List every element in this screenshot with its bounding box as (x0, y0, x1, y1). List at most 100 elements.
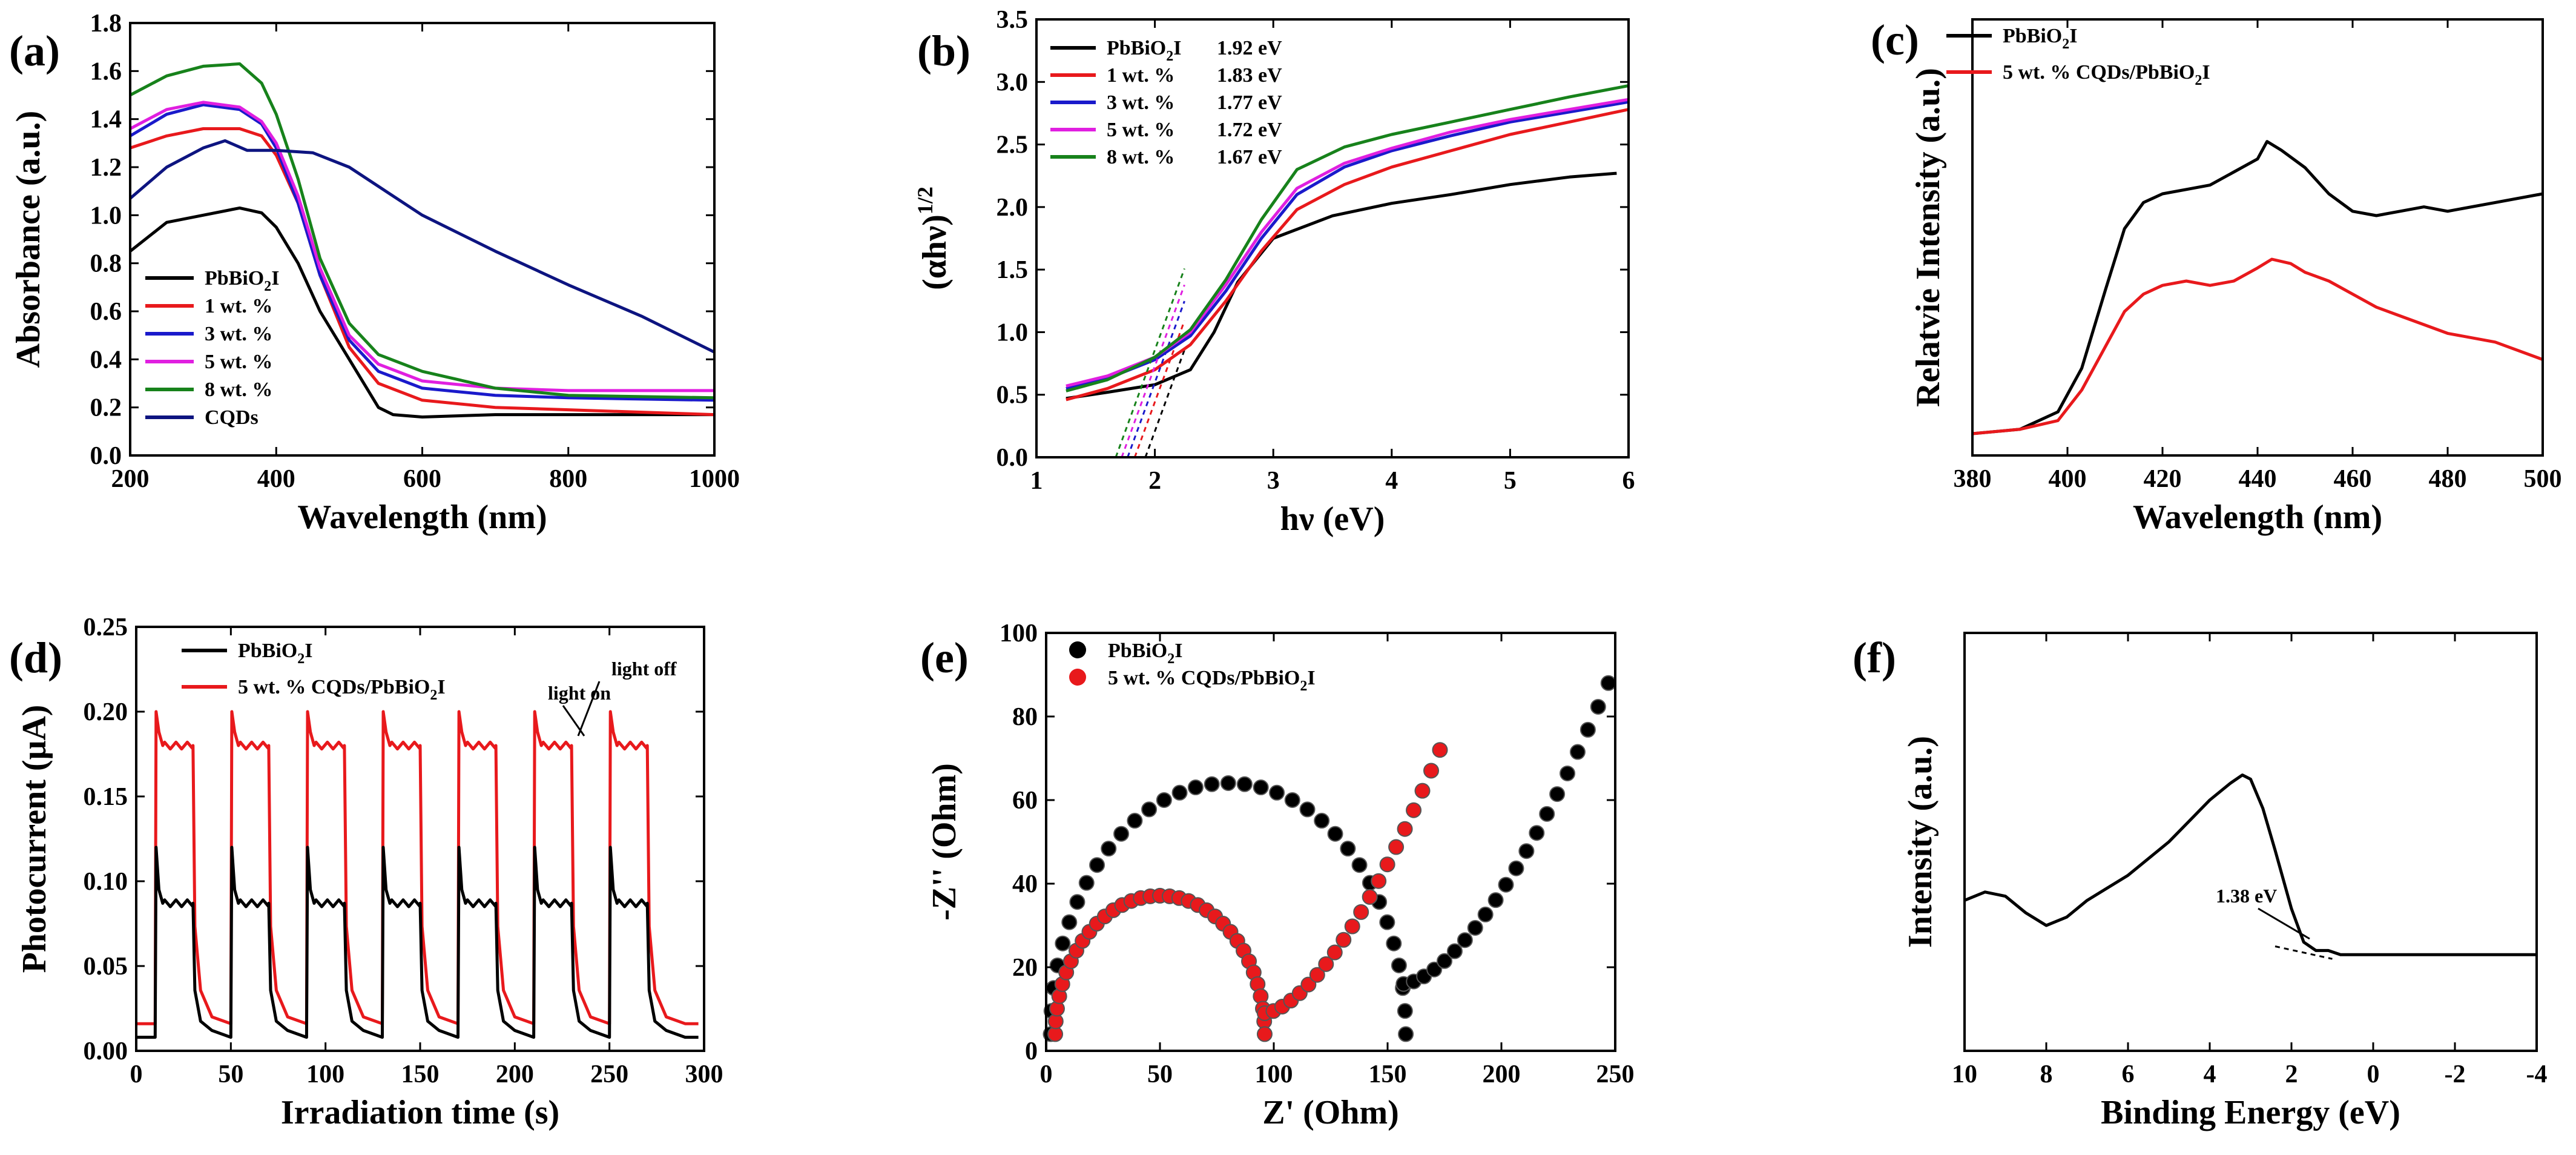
data-point (1327, 826, 1343, 842)
data-point (1300, 976, 1317, 993)
series-line (136, 710, 699, 1025)
x-tick-label: 3 (1267, 467, 1280, 495)
legend-label: PbBiO2I (238, 640, 312, 667)
x-tick-label: 200 (1483, 1061, 1521, 1088)
y-tick-label: 0.5 (996, 382, 1029, 409)
x-tick-label: 50 (1147, 1061, 1173, 1088)
x-tick-label: 420 (2144, 465, 2182, 493)
x-tick-label: 150 (401, 1061, 440, 1088)
data-point (1446, 943, 1463, 959)
y-tick-label: 2.0 (996, 194, 1029, 222)
data-point (1344, 918, 1360, 935)
legend-label: CQDs (205, 406, 259, 429)
legend-label: 5 wt. % CQDs/PbBiO2I (1108, 667, 1316, 694)
series-line (1066, 98, 1629, 388)
data-point (1284, 792, 1300, 808)
data-point (1351, 857, 1368, 873)
legend-label: 8 wt. % (1107, 146, 1174, 168)
x-tick-label: 2 (1148, 467, 1161, 495)
x-tick-label: 6 (1622, 467, 1635, 495)
data-point (1397, 1003, 1413, 1019)
x-axis-label: hν (eV) (1280, 500, 1385, 538)
x-tick-label: 5 (1504, 467, 1517, 495)
legend-label: PbBiO2I (205, 267, 279, 294)
x-tick-label: 50 (218, 1061, 243, 1088)
data-point (1220, 775, 1236, 791)
data-point (1398, 1026, 1414, 1042)
data-point (1156, 792, 1172, 808)
y-tick-label: 1.8 (90, 10, 122, 38)
data-point (1467, 919, 1483, 936)
legend-marker (1069, 669, 1086, 686)
y-tick-label: 1.4 (90, 106, 122, 134)
data-point (1236, 776, 1253, 792)
series-line (1066, 171, 1617, 400)
tangent-line (1144, 349, 1185, 458)
panel-label: (b) (917, 27, 970, 75)
arrow-light-off (577, 681, 601, 736)
legend-label: PbBiO2I (1108, 640, 1182, 667)
series-line (1066, 108, 1629, 402)
y-tick-label: 20 (1012, 954, 1038, 982)
y-tick-label: 0.05 (84, 953, 128, 981)
y-axis-label: -Z'' (Ohm) (926, 763, 963, 921)
tangent-line (1127, 300, 1185, 458)
y-tick-label: 2.5 (996, 131, 1029, 159)
x-tick-label: 400 (2049, 465, 2087, 493)
data-point (1101, 841, 1117, 857)
series-line (129, 206, 714, 419)
data-point (1426, 961, 1443, 978)
data-point (1309, 967, 1325, 983)
data-point (1061, 914, 1078, 930)
tangent-line (1121, 284, 1185, 458)
legend-label: 3 wt. % (1107, 91, 1174, 114)
data-point (1414, 783, 1431, 799)
legend-value: 1.92 eV (1217, 37, 1282, 59)
x-tick-label: 250 (590, 1061, 628, 1088)
data-point (1498, 876, 1514, 893)
series-line (129, 139, 716, 354)
data-point (1362, 889, 1378, 905)
x-tick-label: 0 (130, 1061, 143, 1088)
x-tick-label: 150 (1369, 1061, 1407, 1088)
y-tick-label: 0.2 (90, 394, 122, 422)
x-tick-label: 1 (1030, 467, 1043, 495)
legend-label: 5 wt. % CQDs/PbBiO2I (238, 676, 446, 703)
y-axis-label: Intensity (a.u.) (1902, 736, 1939, 948)
series-line (129, 62, 715, 400)
x-tick-label: 400 (257, 465, 295, 493)
panel-d-photocurrent: 0 50 100 150 200 250 300 0.00 0.05 0.10 0.15 0.20 0.… (9, 614, 723, 1131)
data-point (1353, 904, 1369, 920)
legend-value: 1.72 eV (1217, 119, 1282, 141)
x-tick-label: 200 (111, 465, 150, 493)
data-point (1127, 813, 1143, 829)
panel-label: (d) (9, 634, 62, 682)
plot-frame (1035, 18, 1630, 458)
data-point (1379, 856, 1395, 873)
data-point (1371, 873, 1387, 889)
data-point (1590, 698, 1606, 715)
y-axis-label: Relatvie Intensity (a.u.) (1909, 68, 1947, 407)
panel-b-tauc-plot: 1 2 3 4 5 6 0.0 0.5 1.0 1.5 2.0 2.5 3.0 3.5 hν (eV) (αh… (913, 6, 1635, 538)
x-tick-label: 460 (2334, 465, 2372, 493)
data-point (1477, 906, 1494, 922)
series-line (1972, 257, 2543, 435)
y-tick-label: 40 (1012, 870, 1038, 898)
series-line (129, 103, 715, 402)
x-tick-label: 500 (2524, 465, 2562, 493)
x-tick-label: 480 (2429, 465, 2467, 493)
y-tick-label: 3.5 (996, 6, 1029, 34)
series-line (1066, 100, 1629, 390)
band-edge-arrow (2258, 907, 2310, 940)
x-tick-label: 1000 (689, 465, 740, 493)
series-line (136, 846, 699, 1039)
panel-label: (c) (1871, 16, 1919, 64)
y-tick-label: 0.15 (84, 783, 128, 811)
data-point (1340, 841, 1356, 857)
x-tick-label: 100 (1255, 1061, 1293, 1088)
y-axis-label: (αhν)1/2 (913, 187, 954, 290)
data-point (1078, 875, 1095, 891)
data-point (1204, 776, 1220, 792)
tangent-line (1115, 268, 1185, 458)
x-tick-label: 800 (549, 465, 587, 493)
